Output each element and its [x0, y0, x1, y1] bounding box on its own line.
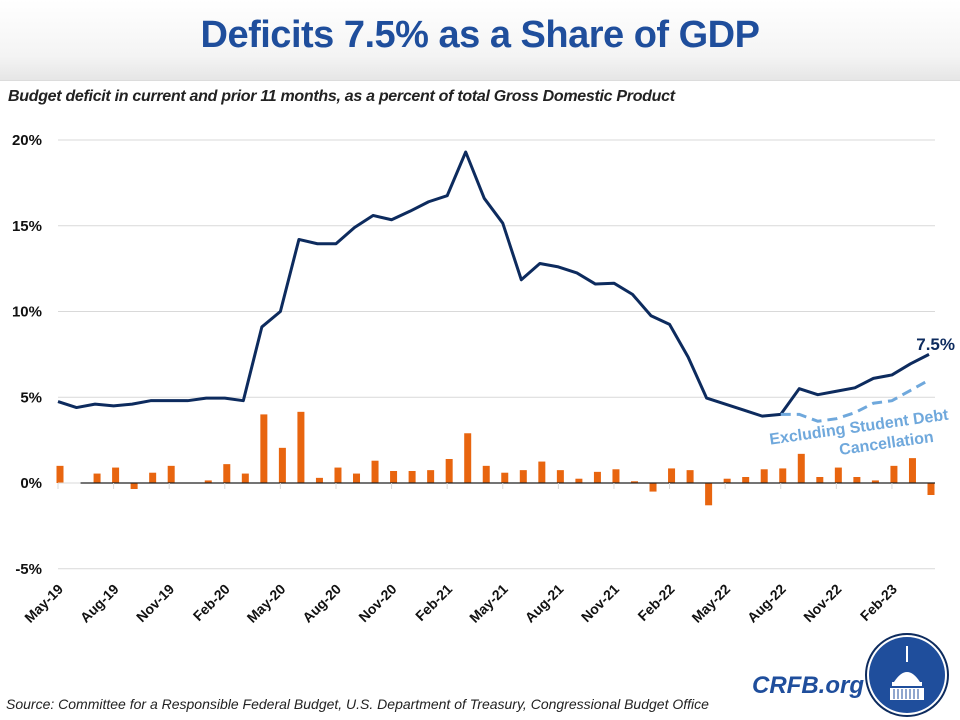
bar-May-20: [278, 447, 286, 483]
bar-Sep-19: [130, 483, 138, 490]
bar-Oct-21: [593, 471, 601, 483]
y-tick-label: -5%: [15, 561, 42, 578]
bar-Jan-22: [649, 483, 657, 492]
bar-Feb-22: [668, 468, 676, 483]
bar-Jun-21: [519, 470, 527, 483]
x-tick-label: May-20: [244, 581, 289, 626]
bar-Feb-21: [445, 458, 453, 483]
monthly-deficit-bars: [56, 411, 935, 506]
x-tick-label: Feb-21: [412, 581, 455, 624]
bar-Jul-20: [315, 477, 323, 483]
y-tick-label: 0%: [20, 475, 42, 492]
bar-Aug-19: [112, 467, 120, 483]
bar-Dec-22: [853, 476, 861, 483]
x-axis: [57, 482, 935, 489]
bar-Sep-20: [353, 473, 361, 483]
bar-Jul-21: [538, 461, 546, 483]
x-tick-label: Feb-23: [857, 581, 900, 624]
end-value-label: 7.5%: [916, 335, 955, 354]
bar-Apr-23: [927, 483, 935, 496]
bar-Dec-21: [630, 481, 638, 483]
bar-Oct-20: [371, 460, 379, 483]
bar-Aug-22: [779, 468, 787, 483]
capitol-dome-icon: [865, 633, 949, 717]
x-tick-label: Aug-22: [744, 581, 789, 626]
bar-Jun-20: [297, 411, 305, 483]
bar-Nov-22: [834, 467, 842, 483]
source-note: Source: Committee for a Responsible Fede…: [6, 696, 709, 712]
y-tick-label: 5%: [20, 389, 42, 406]
bar-Oct-19: [149, 472, 157, 483]
bar-May-19: [56, 465, 64, 483]
bar-Jan-21: [427, 470, 435, 483]
bar-Aug-20: [334, 467, 342, 483]
bar-Sep-21: [575, 478, 583, 483]
bar-May-22: [723, 478, 731, 483]
x-tick-label: Aug-19: [77, 581, 122, 626]
x-tick-label: May-22: [688, 581, 733, 626]
bar-Aug-21: [556, 470, 564, 483]
bar-Jan-20: [204, 480, 212, 483]
chart-subtitle: Budget deficit in current and prior 11 m…: [8, 88, 675, 105]
bar-May-21: [501, 472, 509, 483]
deficit-line: [57, 150, 930, 418]
bar-Jun-22: [742, 476, 750, 483]
x-tick-label: Feb-22: [634, 581, 677, 624]
bar-Apr-20: [260, 414, 268, 483]
x-tick-label: Nov-20: [355, 581, 399, 625]
x-tick-label: Aug-20: [299, 581, 344, 626]
x-tick-label: Aug-21: [522, 581, 567, 626]
bar-Nov-19: [167, 465, 175, 483]
bar-Oct-22: [816, 476, 824, 483]
y-tick-label: 15%: [12, 218, 42, 235]
x-tick-label: May-21: [466, 581, 511, 626]
x-tick-label: Nov-19: [133, 581, 177, 625]
x-tick-label: Feb-20: [190, 581, 233, 624]
chart-title: Deficits 7.5% as a Share of GDP: [200, 14, 760, 56]
bar-Jan-23: [871, 480, 879, 483]
y-axis-ticks: -5% 0% 5% 10% 15% 20%: [12, 132, 42, 578]
excluding-student-debt-line: [780, 378, 930, 423]
bar-Mar-21: [464, 433, 472, 483]
bar-Apr-22: [705, 483, 713, 506]
gridlines: [58, 139, 935, 570]
deficit-chart: -5% 0% 5% 10% 15% 20% May-19 Aug-19 Nov-19 Feb-2…: [12, 132, 955, 626]
bar-Nov-21: [612, 469, 620, 483]
header-banner: Deficits 7.5% as a Share of GDP: [0, 0, 960, 81]
bar-Apr-21: [482, 465, 490, 483]
x-tick-label: Nov-21: [578, 581, 622, 625]
bar-Dec-20: [408, 470, 416, 483]
bar-Sep-22: [797, 453, 805, 483]
brand-link[interactable]: CRFB.org: [752, 672, 864, 699]
bar-Mar-20: [241, 473, 249, 483]
bar-Mar-22: [686, 470, 694, 483]
bar-Mar-23: [908, 458, 916, 483]
bar-Feb-20: [223, 464, 231, 483]
bar-Nov-20: [390, 470, 398, 483]
bar-Jul-22: [760, 469, 768, 483]
deficit-lines: [57, 150, 930, 423]
y-tick-label: 10%: [12, 304, 42, 321]
x-tick-label: May-19: [21, 581, 66, 626]
bar-Feb-23: [890, 465, 898, 483]
x-tick-label: Nov-22: [800, 581, 844, 625]
bar-Jul-19: [93, 473, 101, 483]
y-tick-label: 20%: [12, 132, 42, 149]
x-axis-labels: May-19 Aug-19 Nov-19 Feb-20 May-20 Aug-20 Nov-…: [21, 581, 900, 626]
